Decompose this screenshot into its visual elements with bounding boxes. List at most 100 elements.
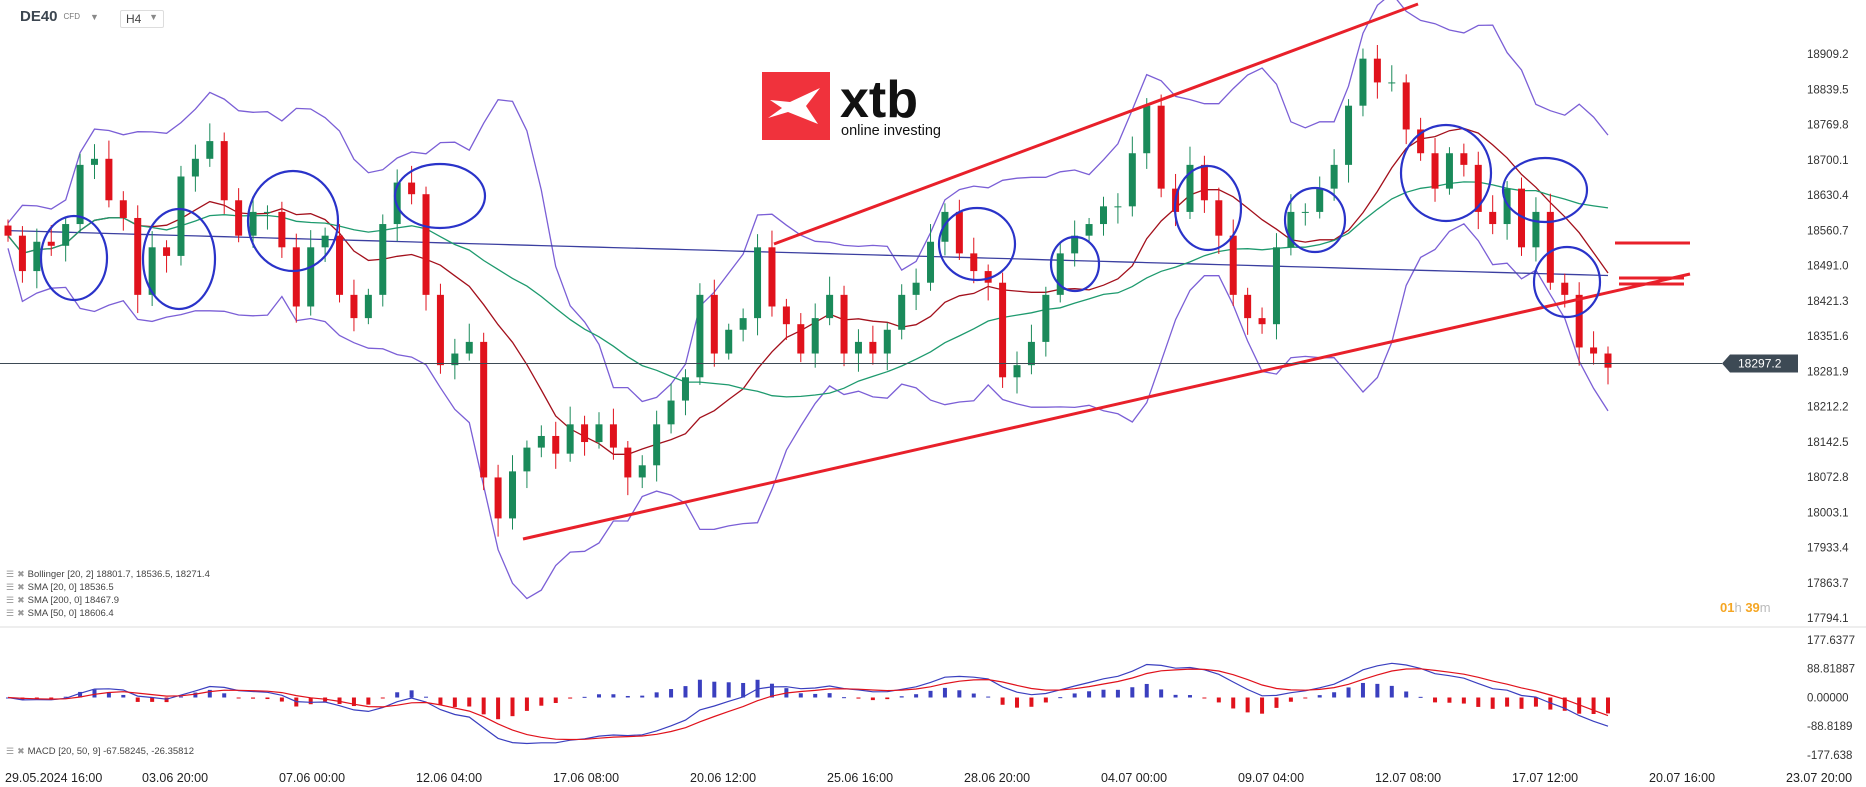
candle[interactable] [206, 123, 214, 167]
timeframe-select[interactable]: H4 ▼ [120, 10, 164, 28]
candle[interactable] [782, 298, 790, 340]
candle[interactable] [725, 323, 733, 360]
legend-macd[interactable]: ☰ ✖ MACD [20, 50, 9] -67.58245, -26.35812 [6, 746, 194, 757]
candle[interactable] [970, 237, 978, 284]
candle[interactable] [1474, 151, 1482, 230]
circle-marker[interactable] [1173, 164, 1243, 252]
settings-icon[interactable]: ☰ [6, 608, 15, 618]
legend-sma200[interactable]: ☰ ✖ SMA [200, 0] 18467.9 [6, 595, 119, 606]
candle[interactable] [1099, 196, 1107, 236]
candle[interactable] [163, 240, 171, 273]
candle[interactable] [912, 268, 920, 311]
candle[interactable] [1503, 181, 1511, 240]
circle-marker[interactable] [1399, 123, 1493, 223]
close-icon[interactable]: ✖ [17, 595, 25, 605]
candle[interactable] [177, 165, 185, 266]
candle[interactable] [18, 226, 26, 283]
lower-trendline[interactable] [522, 272, 1691, 541]
candle[interactable] [1244, 287, 1252, 335]
candle[interactable] [696, 283, 704, 385]
circle-marker[interactable] [39, 214, 109, 302]
candle[interactable] [739, 308, 747, 342]
candle[interactable] [768, 230, 776, 317]
candle[interactable] [90, 144, 98, 180]
candle[interactable] [263, 205, 271, 230]
candle[interactable] [509, 455, 517, 530]
candle[interactable] [826, 276, 834, 326]
candle[interactable] [1575, 282, 1583, 366]
circle-marker[interactable] [1501, 156, 1589, 224]
legend-sma20[interactable]: ☰ ✖ SMA [20, 0] 18536.5 [6, 582, 114, 593]
candle[interactable] [422, 186, 430, 311]
candle[interactable] [581, 415, 589, 456]
candle[interactable] [854, 329, 862, 372]
candle[interactable] [1013, 351, 1021, 394]
candle[interactable] [249, 196, 257, 248]
circle-marker[interactable] [1283, 186, 1347, 254]
candle[interactable] [62, 216, 70, 262]
candle[interactable] [1215, 187, 1223, 254]
candle[interactable] [307, 230, 315, 316]
candle[interactable] [681, 369, 689, 416]
candle[interactable] [1489, 195, 1497, 235]
candle[interactable] [999, 272, 1007, 388]
candle[interactable] [941, 203, 949, 256]
candle[interactable] [350, 279, 358, 332]
candle[interactable] [984, 264, 992, 301]
candle[interactable] [754, 234, 762, 336]
candle[interactable] [609, 408, 617, 460]
candle[interactable] [537, 425, 545, 458]
candle[interactable] [191, 144, 199, 192]
candle[interactable] [1330, 149, 1338, 201]
candle[interactable] [566, 406, 574, 462]
candle[interactable] [4, 219, 12, 242]
candle[interactable] [927, 224, 935, 291]
upper-trendline[interactable] [773, 2, 1419, 246]
candle[interactable] [436, 283, 444, 374]
candle[interactable] [1460, 143, 1468, 177]
candle[interactable] [595, 412, 603, 449]
candle[interactable] [811, 303, 819, 368]
circle-marker[interactable] [393, 162, 487, 230]
settings-icon[interactable]: ☰ [6, 746, 15, 756]
candle[interactable] [667, 383, 675, 434]
settings-icon[interactable]: ☰ [6, 595, 15, 605]
candle[interactable] [1373, 44, 1381, 99]
close-icon[interactable]: ✖ [17, 582, 25, 592]
candle[interactable] [364, 288, 372, 325]
candle[interactable] [292, 233, 300, 323]
circle-marker[interactable] [1532, 245, 1602, 319]
candle[interactable] [1417, 117, 1425, 161]
legend-sma50[interactable]: ☰ ✖ SMA [50, 0] 18606.4 [6, 608, 114, 619]
candle[interactable] [235, 188, 243, 243]
candle[interactable] [624, 441, 632, 496]
settings-icon[interactable]: ☰ [6, 569, 15, 579]
candle[interactable] [1532, 197, 1540, 262]
candle[interactable] [1042, 286, 1050, 357]
symbol-selector[interactable]: DE40 CFD ▼ [20, 8, 99, 25]
candle[interactable] [278, 201, 286, 258]
candle[interactable] [1114, 193, 1122, 224]
candle[interactable] [638, 455, 646, 489]
candle[interactable] [76, 153, 84, 233]
candle[interactable] [955, 199, 963, 260]
candle[interactable] [1186, 146, 1194, 219]
candle[interactable] [47, 225, 55, 256]
candle[interactable] [33, 228, 41, 289]
candle[interactable] [1287, 194, 1295, 256]
candle[interactable] [883, 322, 891, 371]
circle-marker[interactable] [1049, 235, 1101, 293]
settings-icon[interactable]: ☰ [6, 582, 15, 592]
circle-marker[interactable] [937, 206, 1017, 282]
candle[interactable] [840, 285, 848, 367]
candle[interactable] [869, 325, 877, 365]
candle[interactable] [1445, 147, 1453, 195]
candle[interactable] [1316, 176, 1324, 219]
candle[interactable] [1200, 155, 1208, 213]
candle[interactable] [480, 332, 488, 491]
candle[interactable] [797, 313, 805, 363]
candle[interactable] [898, 284, 906, 340]
candle[interactable] [1056, 241, 1064, 303]
candle[interactable] [1128, 136, 1136, 217]
candle[interactable] [1402, 74, 1410, 145]
